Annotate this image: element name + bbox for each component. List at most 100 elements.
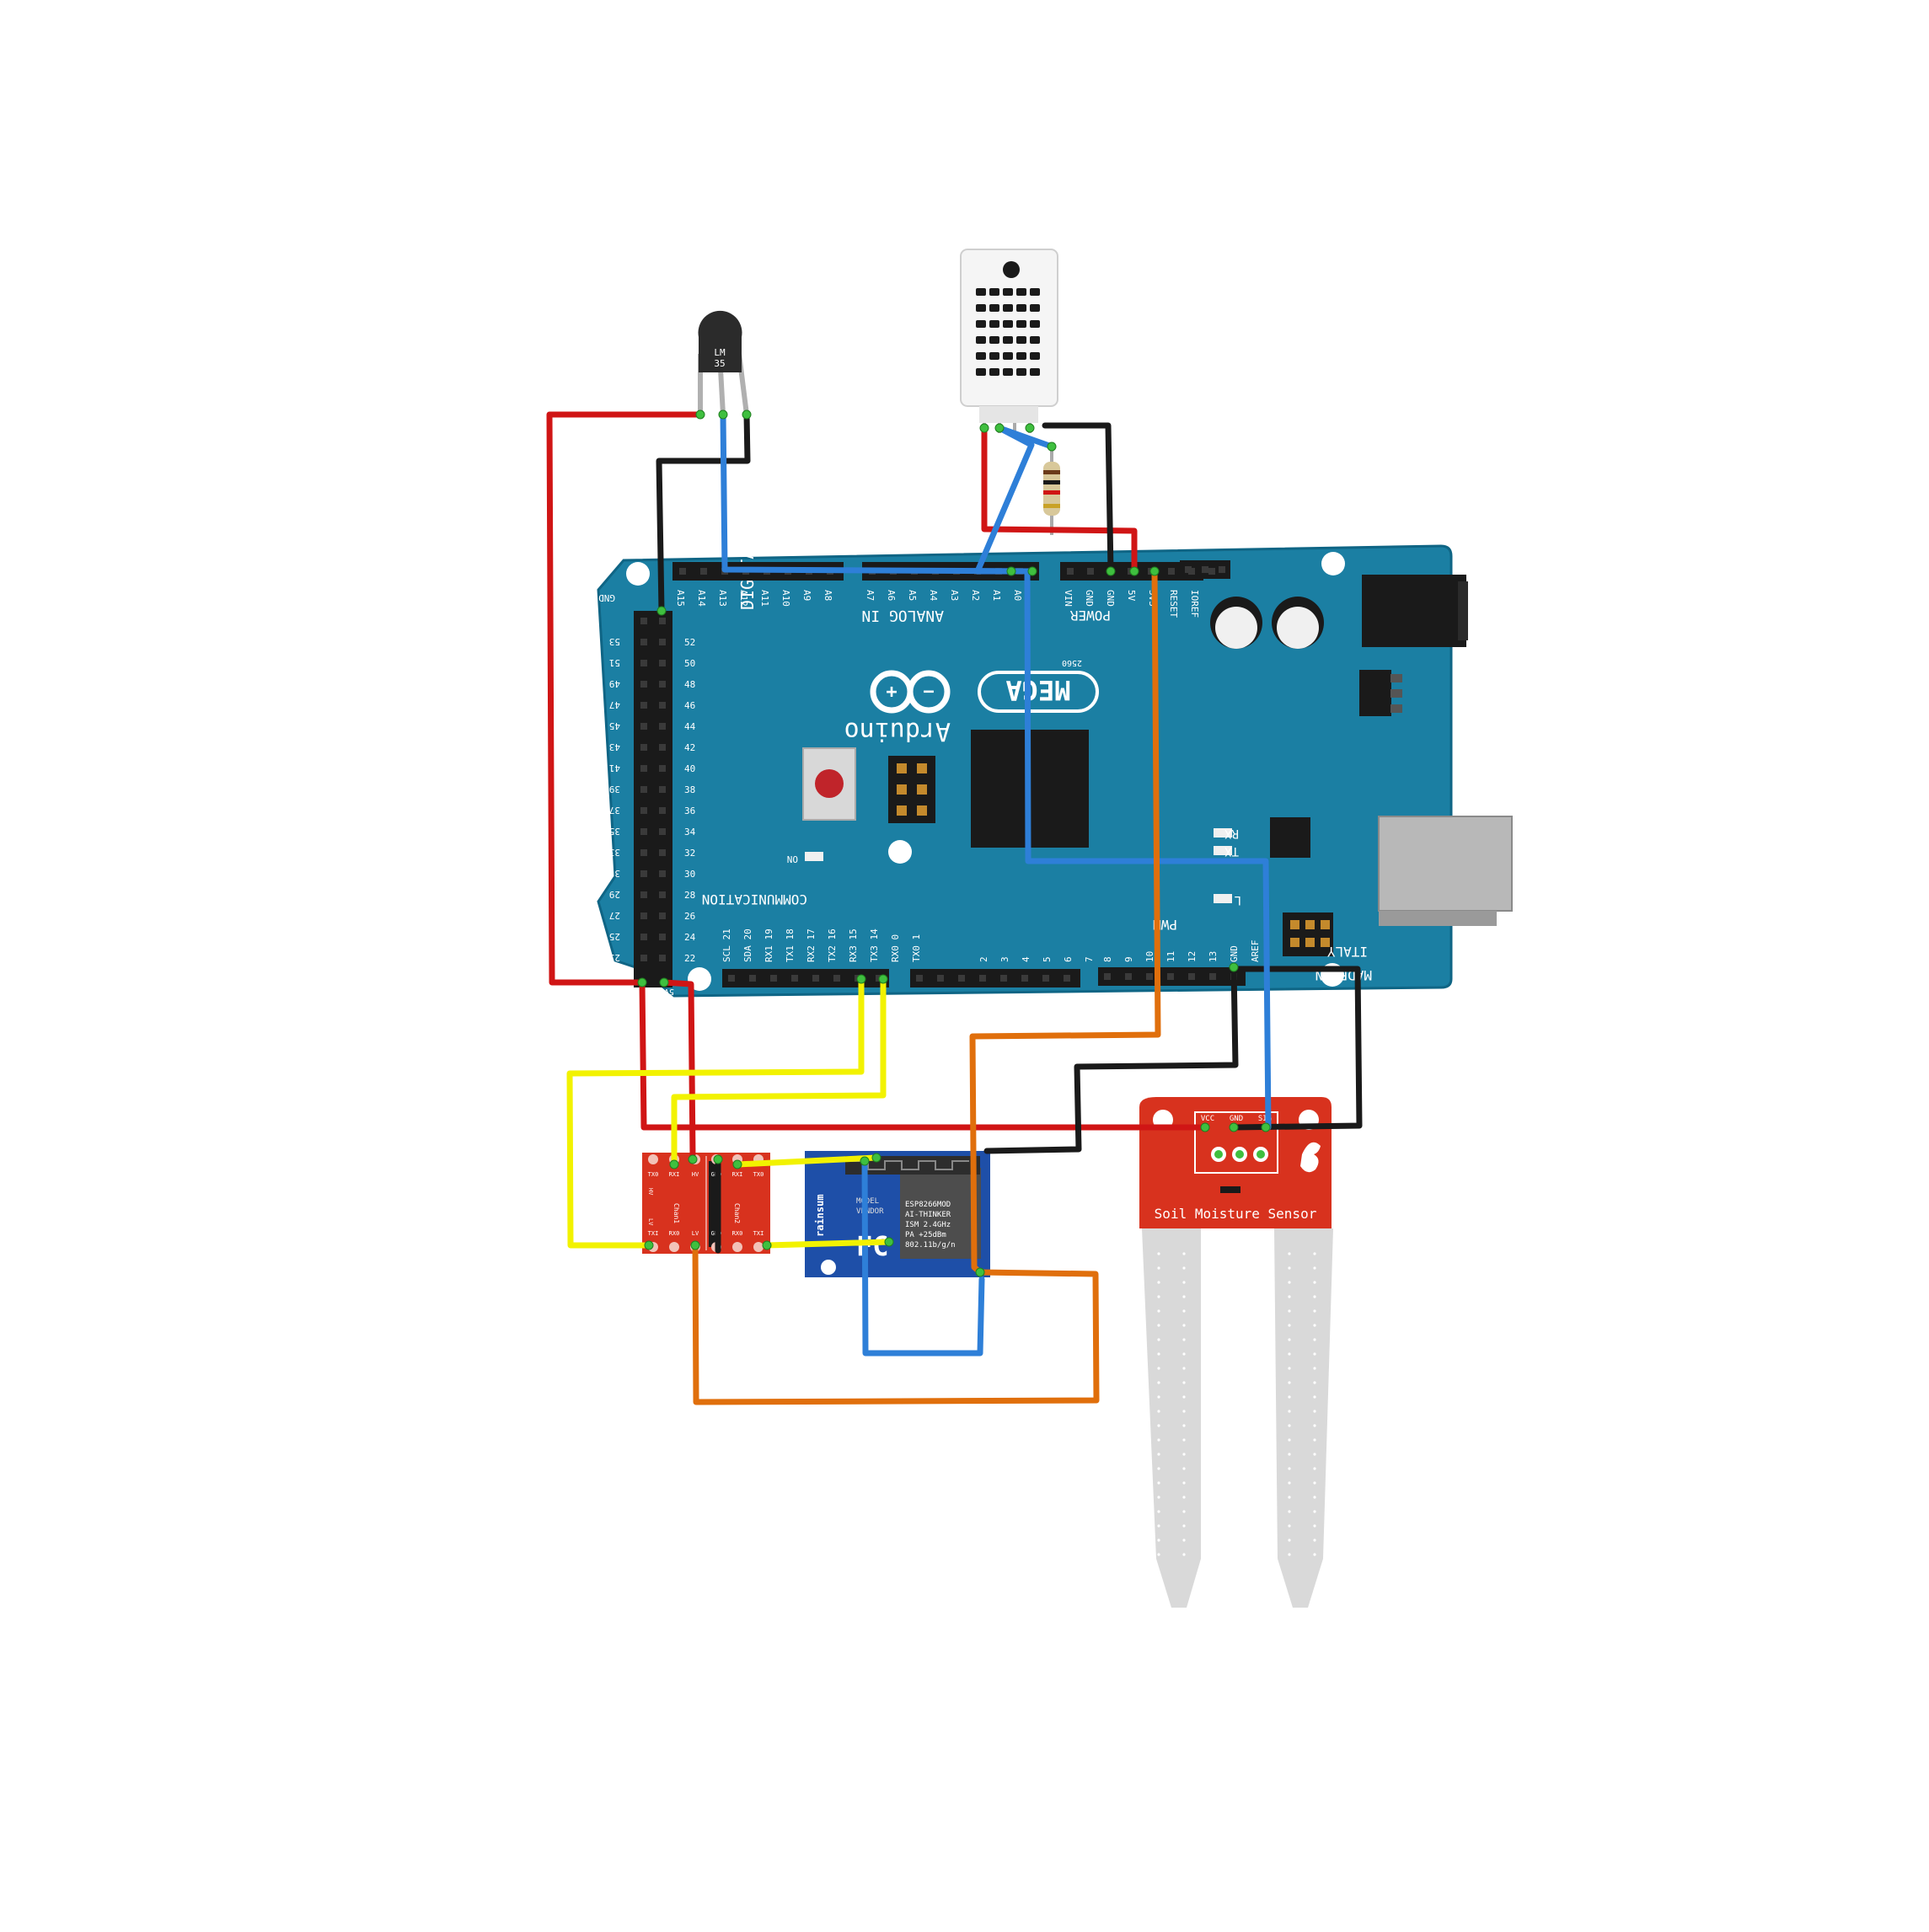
pin-hole (1168, 568, 1175, 575)
pin-label: 43 (609, 741, 620, 752)
pin-label: 41 (609, 763, 620, 773)
pin-label: 8 (1102, 956, 1113, 962)
pin-label: A15 (675, 590, 686, 607)
wire-black-gnd-loop (1230, 966, 1363, 1131)
reset-button[interactable] (802, 747, 856, 821)
pin-label: GND (1229, 945, 1240, 962)
svg-text:−: − (923, 681, 934, 702)
pin-hole (1104, 973, 1111, 980)
pin-hole (833, 975, 840, 982)
pin-hole (659, 765, 666, 772)
soil-moisture-sensor: Soil Moisture Sensor VCC GND SIG (1139, 1097, 1333, 1608)
pin-label: A14 (696, 590, 707, 607)
mount-hole (1321, 552, 1345, 575)
side-hv-label: HV (647, 1188, 654, 1196)
pin-label: GND (1084, 590, 1095, 607)
pin-label: 42 (684, 742, 695, 753)
wire-orange-3v3 (969, 568, 1161, 1276)
rx-led (1214, 828, 1232, 838)
pin-label: 4 (1021, 956, 1031, 962)
shifter-pin-label: LV (692, 1230, 699, 1237)
pin-label: 2 (978, 956, 989, 962)
esp-spec-line: ESP8266MOD (905, 1201, 951, 1209)
pin-label: 26 (684, 911, 695, 922)
pin-label: 39 (609, 784, 620, 795)
pin-label: 6 (1063, 956, 1074, 962)
pin-hole (659, 618, 666, 624)
pin-label: 13 (1208, 951, 1219, 962)
pin-hole (958, 975, 965, 982)
mega-badge (978, 671, 1099, 713)
wire-black-dht-gnd (1042, 422, 1114, 575)
pin-hole (659, 828, 666, 835)
pin-hole (937, 975, 944, 982)
pin-label: A1 (991, 590, 1002, 601)
power-pin-labels: VIN GND GND 5V 3V3 RESET IOREF (1063, 590, 1200, 618)
pin-label: AREF (1250, 940, 1261, 963)
pin-hole (916, 975, 923, 982)
pin-hole (728, 975, 735, 982)
wire-yellow-shifter-esp-tx (764, 1239, 892, 1249)
pin-label: A11 (759, 590, 770, 607)
pin-label: 45 (609, 720, 620, 731)
pin-label: TX0 1 (911, 934, 922, 962)
pin-label: A2 (970, 590, 981, 601)
wire-yellow-rx3 (671, 976, 887, 1168)
pin-label: GND (1105, 590, 1116, 607)
mount-hole (888, 840, 912, 864)
communication-pin-labels: SCL 21 SDA 20 RX1 19 TX1 18 RX2 17 TX2 16 RX3 … (721, 929, 922, 962)
pin-label: 9 (1123, 956, 1134, 962)
pin-hole (812, 975, 819, 982)
section-analog-in: ANALOG IN (861, 607, 944, 624)
pin-label: 52 (684, 637, 695, 648)
fcc-mark: FC (856, 1230, 889, 1262)
pin-label: 23 (609, 952, 620, 963)
header-gnd-label: GND (598, 592, 615, 603)
l-label: L (1235, 893, 1241, 907)
pin-label: RX1 19 (764, 929, 774, 962)
pin-label: IOREF (1189, 590, 1200, 618)
pin-label: 5V (1126, 590, 1137, 602)
wire-blue-soil-signal (1024, 568, 1272, 1131)
pin-label: 32 (684, 848, 695, 859)
dht22-humidity-sensor (960, 249, 1058, 433)
pin-hole (640, 807, 647, 814)
pin-hole (1146, 973, 1153, 980)
esp-vendor-label: VENDOR (856, 1207, 884, 1216)
pin-label: 49 (609, 678, 620, 689)
mount-hole (626, 562, 650, 586)
usb-interface-chip (1270, 817, 1310, 858)
pin-label: 46 (684, 700, 695, 711)
wire-yellow-tx3 (566, 976, 865, 1249)
on-label: ON (787, 854, 798, 864)
pin-label: TX2 16 (827, 929, 838, 962)
pin-label: A8 (823, 590, 833, 601)
pin-label: RX2 17 (806, 929, 817, 962)
sensor-title: Soil Moisture Sensor (1155, 1206, 1317, 1222)
pin-hole (659, 870, 666, 877)
pin-label: 38 (684, 784, 695, 795)
lm35-label-line2: 35 (714, 358, 725, 369)
chan1-label: Chan1 (672, 1203, 680, 1223)
pin-label: 7 (1084, 956, 1095, 962)
pin-hole (791, 975, 798, 982)
digital-left-pin-labels: 53 51 49 47 45 43 41 39 37 35 33 31 29 27 25 23 (609, 636, 620, 963)
pin-label: 35 (609, 826, 620, 837)
pin-hole (640, 912, 647, 919)
pin-hole (1167, 973, 1174, 980)
soil-pin-label: VCC (1201, 1115, 1214, 1123)
esp-spec-line: 802.11b/g/n (905, 1241, 956, 1250)
shifter-pin-label: RX0 (732, 1230, 743, 1237)
pin-label: A7 (865, 590, 876, 601)
pin-hole (659, 912, 666, 919)
pin-hole (1067, 568, 1074, 575)
pin-hole (640, 765, 647, 772)
pin-label: 29 (609, 889, 620, 900)
wire-yellow-shifter-esp-rx (734, 1154, 880, 1168)
pin-label: 24 (684, 932, 696, 943)
pin-label: TX1 18 (785, 929, 796, 962)
pin-label: 11 (1165, 951, 1176, 962)
capacitor (1272, 597, 1324, 649)
wire-red-lm35-vcc (546, 411, 704, 986)
